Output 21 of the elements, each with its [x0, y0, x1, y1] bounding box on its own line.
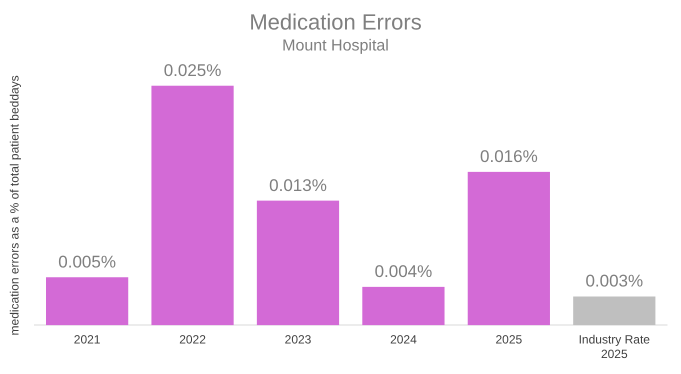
- chart-subtitle: Mount Hospital: [282, 37, 389, 54]
- bar: [573, 296, 656, 326]
- data-label: 0.025%: [164, 60, 222, 80]
- bar: [468, 172, 550, 326]
- x-tick-label: 2023: [284, 332, 312, 347]
- data-label: 0.003%: [585, 272, 644, 291]
- x-tick-label: Industry Rate 2025: [578, 332, 650, 362]
- bar: [362, 286, 445, 326]
- data-label: 0.013%: [269, 176, 327, 195]
- data-label: 0.004%: [374, 262, 432, 282]
- x-tick-label: 2025: [496, 332, 523, 347]
- bar: [256, 200, 340, 326]
- chart-title: Medication Errors: [249, 9, 422, 34]
- x-tick-label: 2022: [179, 332, 206, 347]
- bar: [46, 277, 128, 326]
- y-axis-title: medication errors as a % of total patient beddays: [8, 75, 22, 336]
- x-tick-label: 2024: [390, 332, 418, 347]
- data-label: 0.016%: [480, 147, 538, 166]
- bar: [151, 86, 234, 326]
- x-tick-label: 2021: [74, 332, 101, 347]
- data-label: 0.005%: [58, 252, 116, 272]
